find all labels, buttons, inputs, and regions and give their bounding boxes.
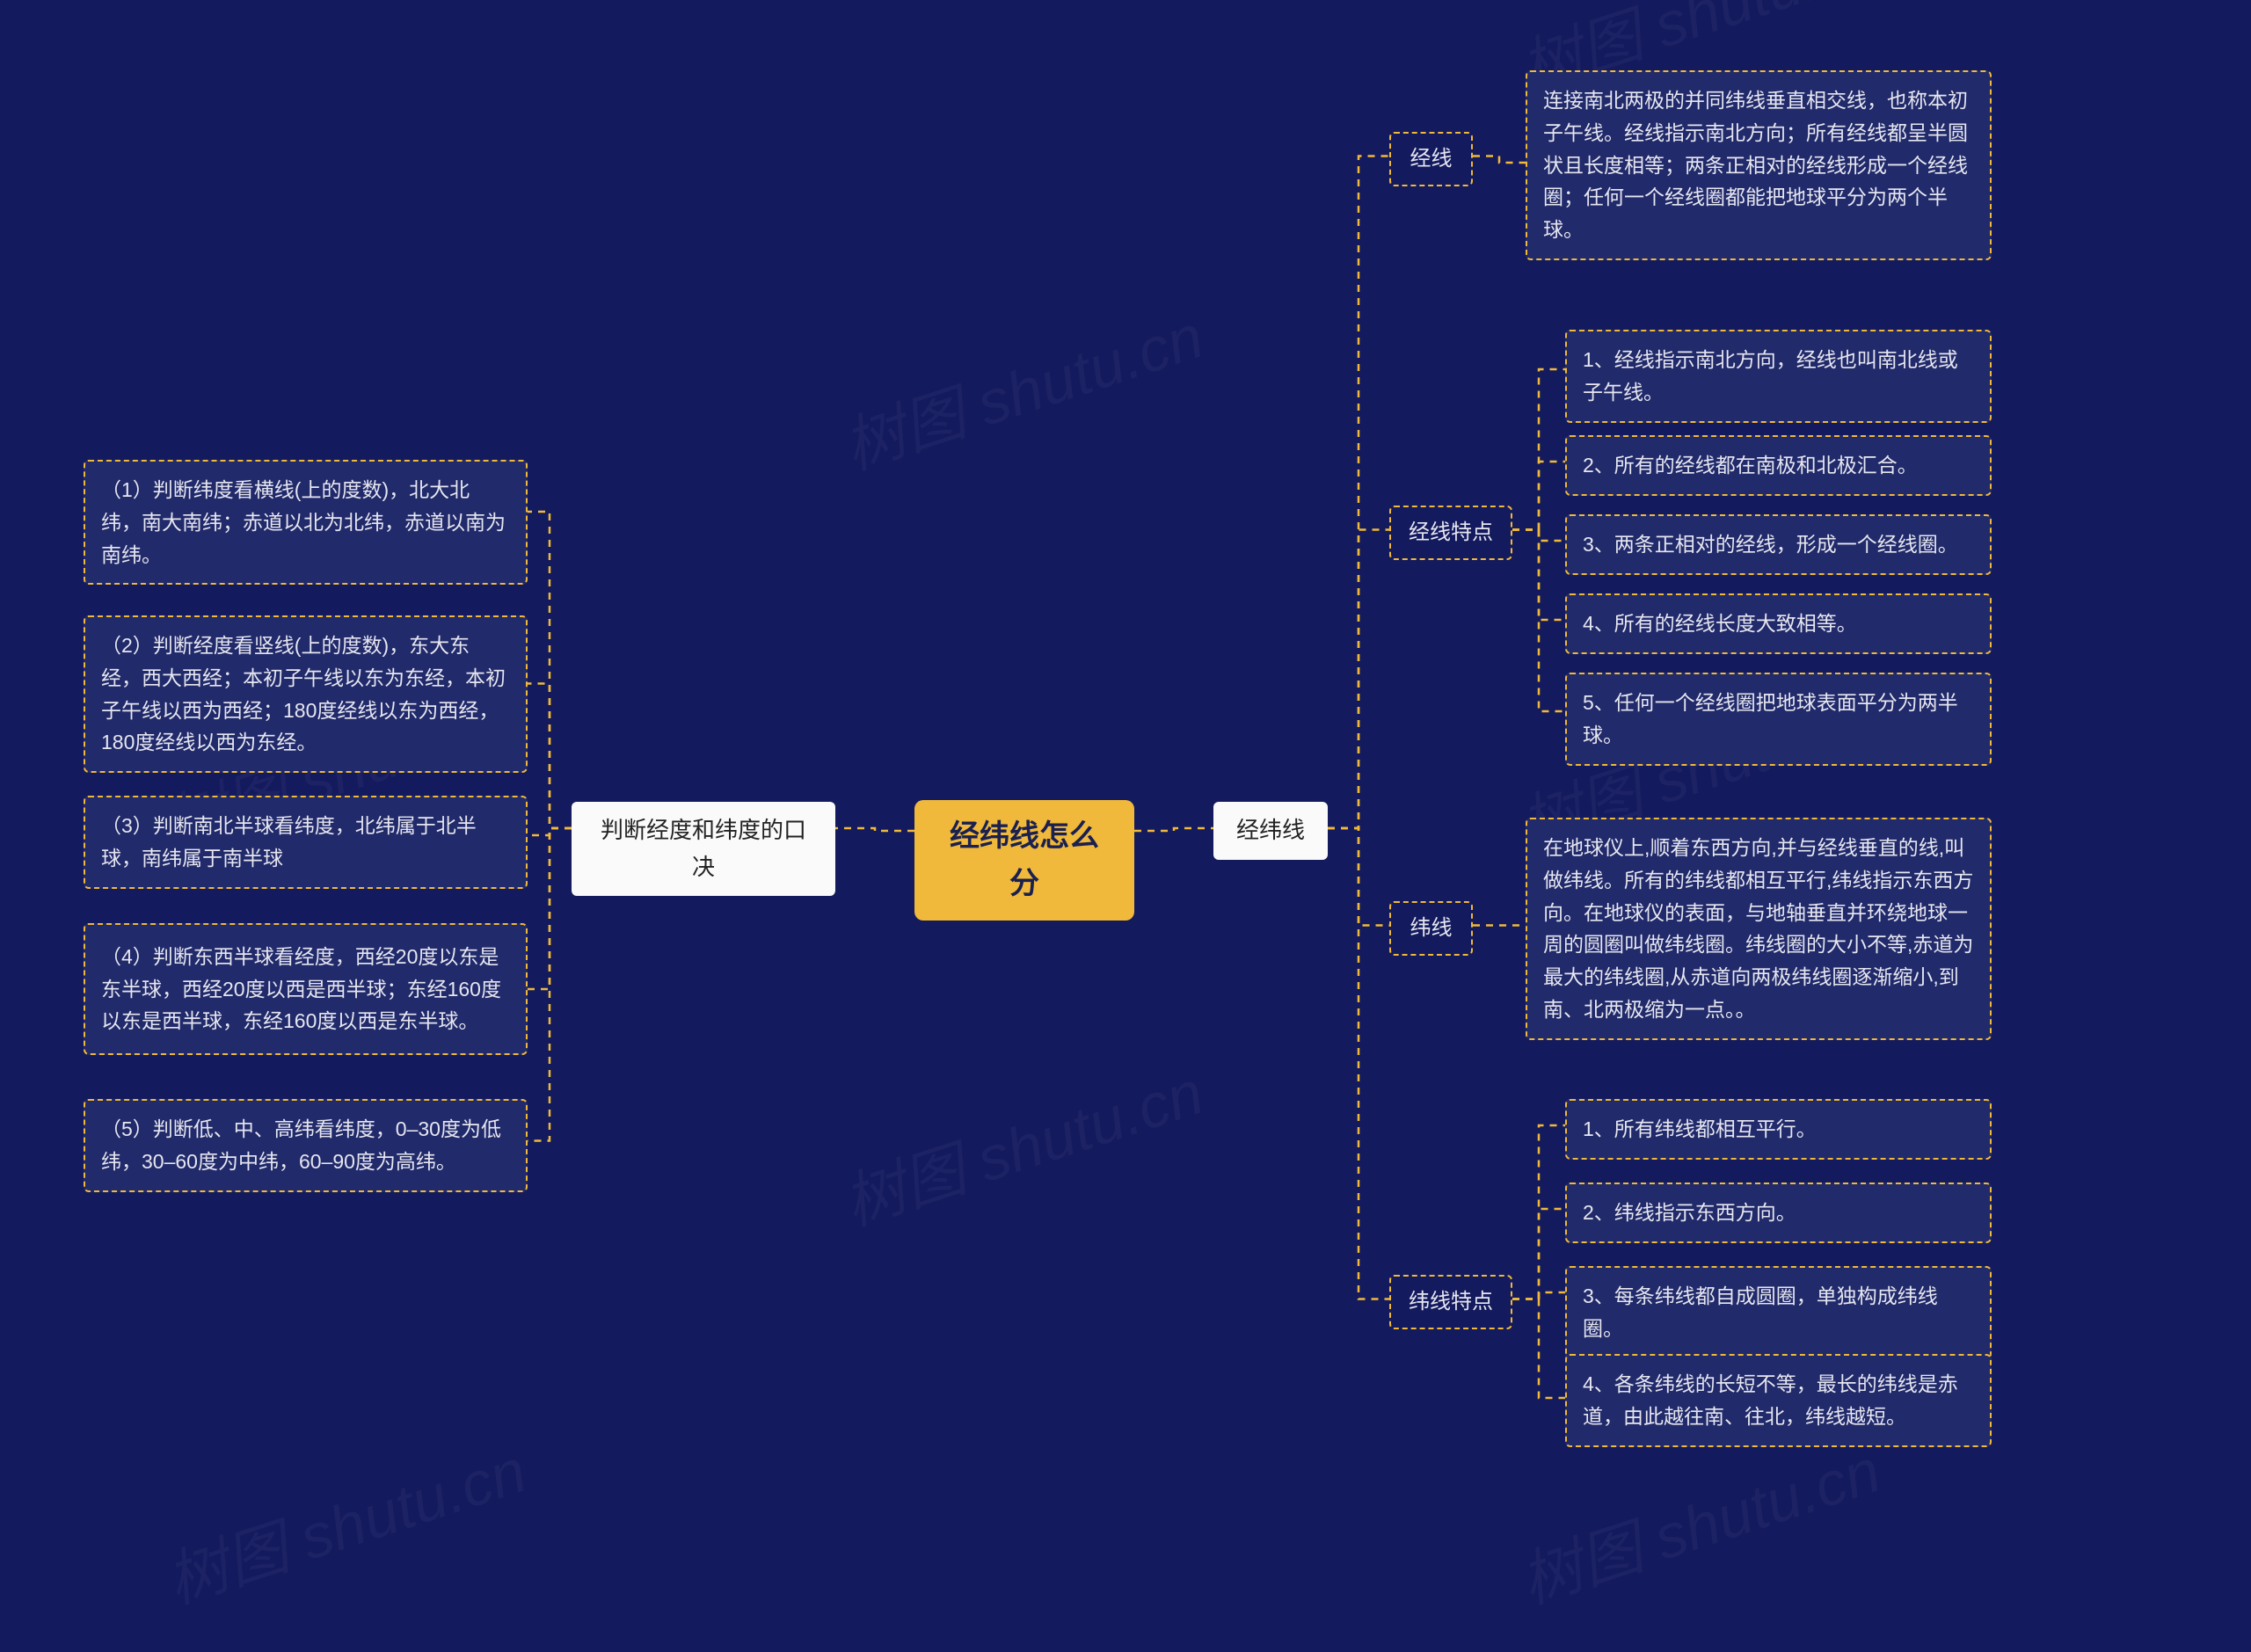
connector: [1512, 530, 1565, 621]
watermark: 树图 shutu.cn: [154, 1422, 536, 1621]
node-jx_feat: 经线特点: [1389, 506, 1512, 560]
node-wx_f4: 4、各条纬线的长短不等，最长的纬线是赤道，由此越往南、往北，纬线越短。: [1565, 1354, 1992, 1447]
connector: [1328, 828, 1389, 1299]
node-left_4: （4）判断东西半球看经度，西经20度以东是东半球，西经20度以西是西半球；东经1…: [84, 923, 528, 1055]
node-wx_f1: 1、所有纬线都相互平行。: [1565, 1099, 1992, 1160]
node-wx_desc: 在地球仪上,顺着东西方向,并与经线垂直的线,叫做纬线。所有的纬线都相互平行,纬线…: [1526, 818, 1992, 1040]
connector: [528, 828, 572, 989]
watermark: 树图 shutu.cn: [831, 1044, 1213, 1243]
node-wx: 纬线: [1389, 901, 1473, 956]
mindmap-canvas: 树图 shutu.cn 树图 shutu.cn 树图 shutu.cn 树图 shut…: [0, 0, 2251, 1652]
connector: [1512, 1125, 1565, 1299]
watermark: 树图 shutu.cn: [831, 287, 1213, 487]
node-wx_f2: 2、纬线指示东西方向。: [1565, 1183, 1992, 1243]
node-wx_f3: 3、每条纬线都自成圆圈，单独构成纬线圈。: [1565, 1266, 1992, 1359]
connector: [1473, 156, 1526, 164]
connector: [1134, 828, 1213, 831]
node-wx_feat: 纬线特点: [1389, 1275, 1512, 1329]
connector: [528, 684, 572, 829]
node-left_5: （5）判断低、中、高纬看纬度，0–30度为低纬，30–60度为中纬，60–90度…: [84, 1099, 528, 1192]
node-jx_f3: 3、两条正相对的经线，形成一个经线圈。: [1565, 514, 1992, 575]
node-jx_f2: 2、所有的经线都在南极和北极汇合。: [1565, 435, 1992, 496]
node-jx_desc: 连接南北两极的并同纬线垂直相交线，也称本初子午线。经线指示南北方向；所有经线都呈…: [1526, 70, 1992, 260]
connector: [1512, 369, 1565, 530]
connector: [1512, 1292, 1565, 1299]
connector: [1512, 462, 1565, 530]
node-center: 经纬线怎么分: [914, 800, 1134, 921]
connector: [1328, 156, 1389, 829]
node-right_main: 经纬线: [1213, 802, 1328, 860]
node-left_main: 判断经度和纬度的口决: [572, 802, 835, 896]
node-jx_f1: 1、经线指示南北方向，经线也叫南北线或子午线。: [1565, 330, 1992, 423]
node-jx: 经线: [1389, 132, 1473, 186]
node-left_3: （3）判断南北半球看纬度，北纬属于北半球，南纬属于南半球: [84, 796, 528, 889]
connector: [1512, 1299, 1565, 1399]
connector: [1512, 530, 1565, 712]
connector: [1328, 828, 1389, 926]
connector: [528, 828, 572, 835]
connector: [1512, 1209, 1565, 1299]
node-left_2: （2）判断经度看竖线(上的度数)，东大东经，西大西经；本初子午线以东为东经，本初…: [84, 615, 528, 773]
watermark: 树图 shutu.cn: [1508, 1422, 1890, 1621]
connector: [528, 828, 572, 1141]
connector: [1328, 530, 1389, 829]
node-left_1: （1）判断纬度看横线(上的度数)，北大北纬，南大南纬；赤道以北为北纬，赤道以南为…: [84, 460, 528, 585]
connector: [1512, 530, 1565, 542]
node-jx_f4: 4、所有的经线长度大致相等。: [1565, 593, 1992, 654]
connector: [528, 512, 572, 828]
connector: [835, 828, 914, 831]
node-jx_f5: 5、任何一个经线圈把地球表面平分为两半球。: [1565, 673, 1992, 766]
